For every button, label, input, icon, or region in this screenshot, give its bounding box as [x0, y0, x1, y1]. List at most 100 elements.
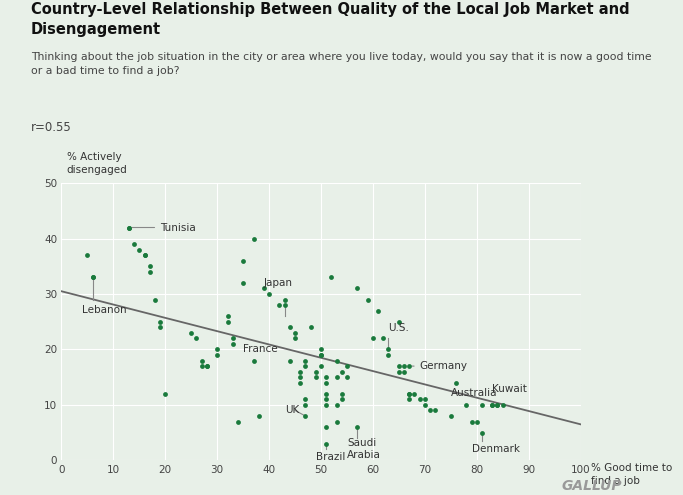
Point	[321, 373, 332, 381]
Text: UK: UK	[285, 405, 299, 415]
Point	[144, 262, 155, 270]
Point	[331, 356, 342, 364]
Point	[295, 379, 306, 387]
Point	[352, 285, 363, 293]
Text: Brazil: Brazil	[316, 452, 345, 462]
Point	[497, 401, 508, 409]
Point	[300, 356, 311, 364]
Point	[445, 412, 456, 420]
Point	[316, 351, 326, 359]
Point	[212, 346, 223, 353]
Point	[409, 390, 420, 398]
Point	[461, 401, 472, 409]
Point	[248, 356, 259, 364]
Point	[393, 318, 404, 326]
Point	[82, 251, 93, 259]
Point	[321, 423, 332, 431]
Point	[492, 401, 503, 409]
Point	[477, 429, 488, 437]
Point	[393, 362, 404, 370]
Point	[186, 329, 197, 337]
Point	[154, 318, 165, 326]
Point	[160, 390, 171, 398]
Text: U.S.: U.S.	[389, 323, 409, 333]
Text: Denmark: Denmark	[471, 444, 520, 454]
Point	[310, 368, 321, 376]
Point	[383, 351, 394, 359]
Point	[321, 396, 332, 403]
Point	[128, 240, 139, 248]
Point	[305, 323, 316, 331]
Point	[290, 335, 301, 343]
Point	[227, 340, 238, 348]
Text: r=0.55: r=0.55	[31, 121, 72, 134]
Point	[336, 390, 347, 398]
Point	[87, 273, 98, 281]
Point	[342, 373, 352, 381]
Point	[487, 401, 498, 409]
Point	[399, 362, 410, 370]
Text: Tunisia: Tunisia	[132, 222, 196, 233]
Point	[196, 356, 207, 364]
Point	[222, 312, 233, 320]
Point	[212, 351, 223, 359]
Point	[124, 224, 135, 232]
Point	[139, 251, 150, 259]
Text: Disengagement: Disengagement	[31, 22, 161, 37]
Point	[248, 235, 259, 243]
Point	[373, 307, 384, 315]
Point	[316, 362, 326, 370]
Point	[191, 335, 202, 343]
Point	[404, 396, 415, 403]
Point	[404, 390, 415, 398]
Point	[154, 323, 165, 331]
Point	[253, 412, 264, 420]
Text: Japan: Japan	[264, 279, 293, 289]
Point	[466, 418, 477, 426]
Point	[477, 401, 488, 409]
Text: GALLUP: GALLUP	[561, 479, 622, 493]
Point	[451, 379, 462, 387]
Point	[284, 323, 295, 331]
Point	[414, 396, 425, 403]
Text: % Actively
disengaged: % Actively disengaged	[67, 152, 128, 175]
Point	[430, 406, 441, 414]
Point	[321, 390, 332, 398]
Point	[487, 401, 498, 409]
Point	[279, 301, 290, 309]
Text: % Good time to
find a job: % Good time to find a job	[591, 463, 672, 486]
Point	[331, 401, 342, 409]
Point	[367, 335, 378, 343]
Point	[331, 418, 342, 426]
Point	[378, 335, 389, 343]
Point	[300, 401, 311, 409]
Point	[321, 379, 332, 387]
Point	[295, 368, 306, 376]
Point	[331, 373, 342, 381]
Point	[150, 296, 161, 303]
Point	[471, 418, 482, 426]
Text: Lebanon: Lebanon	[82, 305, 127, 315]
Point	[238, 279, 249, 287]
Point	[425, 406, 436, 414]
Point	[201, 362, 212, 370]
Point	[124, 224, 135, 232]
Point	[295, 373, 306, 381]
Point	[404, 362, 415, 370]
Point	[290, 329, 301, 337]
Point	[87, 273, 98, 281]
Point	[399, 368, 410, 376]
Point	[321, 440, 332, 447]
Point	[201, 362, 212, 370]
Point	[264, 290, 275, 298]
Text: Kuwait: Kuwait	[492, 384, 527, 394]
Point	[316, 346, 326, 353]
Point	[300, 362, 311, 370]
Point	[352, 423, 363, 431]
Point	[227, 335, 238, 343]
Text: Germany: Germany	[412, 361, 468, 371]
Point	[222, 318, 233, 326]
Point	[310, 373, 321, 381]
Point	[316, 351, 326, 359]
Point	[274, 301, 285, 309]
